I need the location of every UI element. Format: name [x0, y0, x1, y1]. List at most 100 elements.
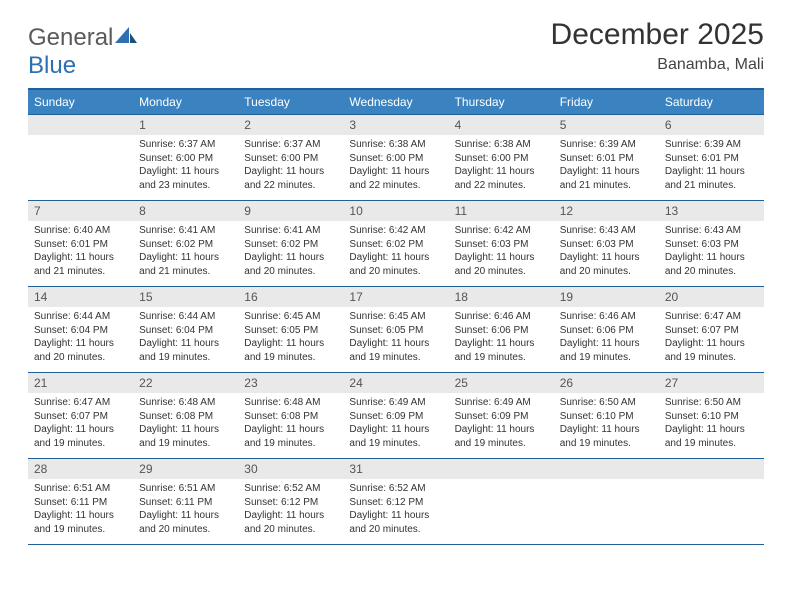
daylight-line: Daylight: 11 hours and 21 minutes.: [139, 251, 232, 278]
sunrise-line: Sunrise: 6:43 AM: [560, 224, 653, 238]
day-body: Sunrise: 6:41 AMSunset: 6:02 PMDaylight:…: [238, 221, 343, 286]
sunrise-line: Sunrise: 6:38 AM: [455, 138, 548, 152]
sunrise-line: Sunrise: 6:50 AM: [665, 396, 758, 410]
calendar-cell: [659, 459, 764, 545]
sunrise-line: Sunrise: 6:50 AM: [560, 396, 653, 410]
daylight-line: Daylight: 11 hours and 19 minutes.: [139, 337, 232, 364]
sunset-line: Sunset: 6:08 PM: [139, 410, 232, 424]
day-number: 23: [238, 373, 343, 393]
sunrise-line: Sunrise: 6:48 AM: [139, 396, 232, 410]
day-number: 7: [28, 201, 133, 221]
daylight-line: Daylight: 11 hours and 20 minutes.: [139, 509, 232, 536]
day-body: Sunrise: 6:46 AMSunset: 6:06 PMDaylight:…: [449, 307, 554, 372]
sunrise-line: Sunrise: 6:41 AM: [244, 224, 337, 238]
day-number: 18: [449, 287, 554, 307]
sunrise-line: Sunrise: 6:39 AM: [560, 138, 653, 152]
day-body: Sunrise: 6:41 AMSunset: 6:02 PMDaylight:…: [133, 221, 238, 286]
calendar-cell: 3Sunrise: 6:38 AMSunset: 6:00 PMDaylight…: [343, 115, 448, 201]
sunrise-line: Sunrise: 6:42 AM: [455, 224, 548, 238]
day-number: 29: [133, 459, 238, 479]
sunrise-line: Sunrise: 6:46 AM: [560, 310, 653, 324]
daylight-line: Daylight: 11 hours and 19 minutes.: [139, 423, 232, 450]
daylight-line: Daylight: 11 hours and 20 minutes.: [349, 251, 442, 278]
daylight-line: Daylight: 11 hours and 23 minutes.: [139, 165, 232, 192]
sunset-line: Sunset: 6:06 PM: [560, 324, 653, 338]
sunset-line: Sunset: 6:10 PM: [665, 410, 758, 424]
daylight-line: Daylight: 11 hours and 19 minutes.: [349, 337, 442, 364]
day-number: 24: [343, 373, 448, 393]
day-number: 15: [133, 287, 238, 307]
location: Banamba, Mali: [551, 56, 764, 74]
calendar-cell: 7Sunrise: 6:40 AMSunset: 6:01 PMDaylight…: [28, 201, 133, 287]
weekday-row: SundayMondayTuesdayWednesdayThursdayFrid…: [28, 89, 764, 115]
day-number: 28: [28, 459, 133, 479]
day-number: 16: [238, 287, 343, 307]
daylight-line: Daylight: 11 hours and 20 minutes.: [34, 337, 127, 364]
sunset-line: Sunset: 6:00 PM: [455, 152, 548, 166]
sunrise-line: Sunrise: 6:41 AM: [139, 224, 232, 238]
daylight-line: Daylight: 11 hours and 22 minutes.: [455, 165, 548, 192]
calendar-cell: 24Sunrise: 6:49 AMSunset: 6:09 PMDayligh…: [343, 373, 448, 459]
calendar-cell: 4Sunrise: 6:38 AMSunset: 6:00 PMDaylight…: [449, 115, 554, 201]
sunset-line: Sunset: 6:05 PM: [244, 324, 337, 338]
sunset-line: Sunset: 6:08 PM: [244, 410, 337, 424]
day-number-empty: [449, 459, 554, 479]
calendar-cell: 25Sunrise: 6:49 AMSunset: 6:09 PMDayligh…: [449, 373, 554, 459]
daylight-line: Daylight: 11 hours and 19 minutes.: [665, 423, 758, 450]
daylight-line: Daylight: 11 hours and 19 minutes.: [244, 337, 337, 364]
day-body: Sunrise: 6:49 AMSunset: 6:09 PMDaylight:…: [449, 393, 554, 458]
weekday-header: Wednesday: [343, 89, 448, 115]
logo-text-2: Blue: [28, 52, 76, 79]
day-number: 25: [449, 373, 554, 393]
calendar-cell: 8Sunrise: 6:41 AMSunset: 6:02 PMDaylight…: [133, 201, 238, 287]
sunrise-line: Sunrise: 6:42 AM: [349, 224, 442, 238]
daylight-line: Daylight: 11 hours and 20 minutes.: [349, 509, 442, 536]
day-body: Sunrise: 6:37 AMSunset: 6:00 PMDaylight:…: [133, 135, 238, 200]
daylight-line: Daylight: 11 hours and 20 minutes.: [665, 251, 758, 278]
sunrise-line: Sunrise: 6:44 AM: [139, 310, 232, 324]
sunrise-line: Sunrise: 6:47 AM: [665, 310, 758, 324]
day-body: Sunrise: 6:43 AMSunset: 6:03 PMDaylight:…: [554, 221, 659, 286]
sunrise-line: Sunrise: 6:46 AM: [455, 310, 548, 324]
day-body: Sunrise: 6:51 AMSunset: 6:11 PMDaylight:…: [28, 479, 133, 544]
month-title: December 2025: [551, 18, 764, 52]
calendar-cell: 1Sunrise: 6:37 AMSunset: 6:00 PMDaylight…: [133, 115, 238, 201]
sunset-line: Sunset: 6:00 PM: [244, 152, 337, 166]
sunset-line: Sunset: 6:02 PM: [349, 238, 442, 252]
sunrise-line: Sunrise: 6:47 AM: [34, 396, 127, 410]
logo: GeneralBlue: [28, 24, 137, 80]
sunset-line: Sunset: 6:09 PM: [455, 410, 548, 424]
calendar-row: 7Sunrise: 6:40 AMSunset: 6:01 PMDaylight…: [28, 201, 764, 287]
daylight-line: Daylight: 11 hours and 19 minutes.: [560, 337, 653, 364]
day-body: Sunrise: 6:52 AMSunset: 6:12 PMDaylight:…: [343, 479, 448, 544]
calendar-cell: 21Sunrise: 6:47 AMSunset: 6:07 PMDayligh…: [28, 373, 133, 459]
calendar-cell: 26Sunrise: 6:50 AMSunset: 6:10 PMDayligh…: [554, 373, 659, 459]
calendar-cell: 18Sunrise: 6:46 AMSunset: 6:06 PMDayligh…: [449, 287, 554, 373]
calendar-row: 21Sunrise: 6:47 AMSunset: 6:07 PMDayligh…: [28, 373, 764, 459]
day-number: 31: [343, 459, 448, 479]
day-body: Sunrise: 6:39 AMSunset: 6:01 PMDaylight:…: [554, 135, 659, 200]
day-number: 8: [133, 201, 238, 221]
day-body: Sunrise: 6:50 AMSunset: 6:10 PMDaylight:…: [554, 393, 659, 458]
weekday-header: Saturday: [659, 89, 764, 115]
sunset-line: Sunset: 6:07 PM: [665, 324, 758, 338]
header: GeneralBlue December 2025 Banamba, Mali: [28, 18, 764, 80]
calendar-cell: 12Sunrise: 6:43 AMSunset: 6:03 PMDayligh…: [554, 201, 659, 287]
calendar-cell: 31Sunrise: 6:52 AMSunset: 6:12 PMDayligh…: [343, 459, 448, 545]
day-body-empty: [659, 479, 764, 537]
sunrise-line: Sunrise: 6:45 AM: [349, 310, 442, 324]
day-body: Sunrise: 6:40 AMSunset: 6:01 PMDaylight:…: [28, 221, 133, 286]
daylight-line: Daylight: 11 hours and 21 minutes.: [665, 165, 758, 192]
day-number: 19: [554, 287, 659, 307]
day-body: Sunrise: 6:38 AMSunset: 6:00 PMDaylight:…: [449, 135, 554, 200]
day-body: Sunrise: 6:38 AMSunset: 6:00 PMDaylight:…: [343, 135, 448, 200]
day-body: Sunrise: 6:51 AMSunset: 6:11 PMDaylight:…: [133, 479, 238, 544]
sunrise-line: Sunrise: 6:39 AM: [665, 138, 758, 152]
calendar-cell: 17Sunrise: 6:45 AMSunset: 6:05 PMDayligh…: [343, 287, 448, 373]
daylight-line: Daylight: 11 hours and 19 minutes.: [244, 423, 337, 450]
day-body: Sunrise: 6:37 AMSunset: 6:00 PMDaylight:…: [238, 135, 343, 200]
sunset-line: Sunset: 6:12 PM: [349, 496, 442, 510]
daylight-line: Daylight: 11 hours and 19 minutes.: [34, 509, 127, 536]
sunset-line: Sunset: 6:00 PM: [349, 152, 442, 166]
day-body-empty: [28, 135, 133, 193]
